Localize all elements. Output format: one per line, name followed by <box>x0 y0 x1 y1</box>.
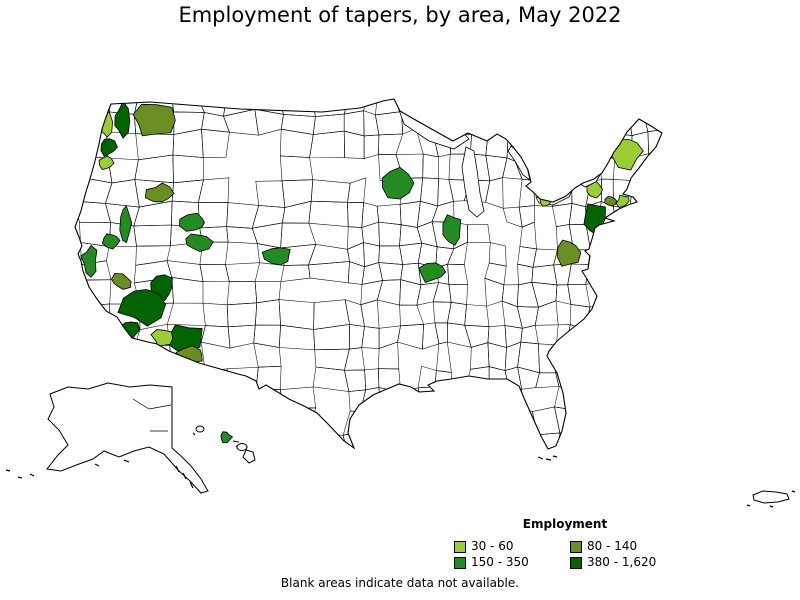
legend-item: 380 - 1,620 <box>570 556 656 569</box>
map-region-portland-or <box>100 138 118 157</box>
map-region-hartford <box>604 196 618 207</box>
map-region-st-louis <box>418 262 447 283</box>
puerto-rico-group <box>746 490 796 508</box>
map-region-eastern-washington <box>132 103 176 137</box>
map-region-central-new-york <box>586 180 604 199</box>
map-region-fresno <box>111 273 132 290</box>
map-region-seattle-tacoma <box>114 100 131 139</box>
legend-swatch <box>454 540 466 553</box>
map-region-provo-ogden <box>185 233 214 252</box>
alaska-group <box>5 382 209 494</box>
hawaii-group <box>192 425 256 464</box>
map-region-salt-lake-city <box>179 212 205 232</box>
map-region-denver <box>261 247 291 266</box>
map-title: Employment of tapers, by area, May 2022 <box>178 3 622 27</box>
mainland-group <box>75 99 662 449</box>
map-region-honolulu <box>220 431 234 444</box>
legend-label: 150 - 350 <box>471 555 529 569</box>
map-region-boston-providence <box>615 194 630 208</box>
map-region-san-francisco-bay <box>80 244 98 278</box>
legend-swatch <box>570 540 582 553</box>
legend-item: 150 - 350 <box>454 556 570 569</box>
legend-label: 30 - 60 <box>471 539 514 553</box>
legend-swatch <box>570 556 582 569</box>
map-region-reno <box>119 205 133 244</box>
florida-keys <box>537 455 558 461</box>
map-region-minneapolis <box>381 166 415 200</box>
legend-swatch <box>454 556 466 569</box>
legend-label: 80 - 140 <box>587 539 638 553</box>
map-region-boise <box>144 182 175 203</box>
map-region-sacramento <box>101 233 121 250</box>
mainland-outline <box>74 98 663 450</box>
legend-item: 80 - 140 <box>570 540 656 553</box>
map-region-washington-baltimore <box>557 239 582 267</box>
legend-title: Employment <box>522 517 608 531</box>
legend-label: 380 - 1,620 <box>587 555 657 569</box>
map-region-chicago <box>442 214 462 246</box>
legend: 30 - 60 80 - 140 150 - 350 380 - 1,620 <box>454 540 656 569</box>
legend-item: 30 - 60 <box>454 540 570 553</box>
great-lake <box>461 146 485 218</box>
map-region-salem-eugene <box>98 155 115 170</box>
map-region-yuma <box>150 329 174 347</box>
map-region-los-angeles <box>117 289 167 327</box>
footnote: Blank areas indicate data not available. <box>280 576 520 590</box>
